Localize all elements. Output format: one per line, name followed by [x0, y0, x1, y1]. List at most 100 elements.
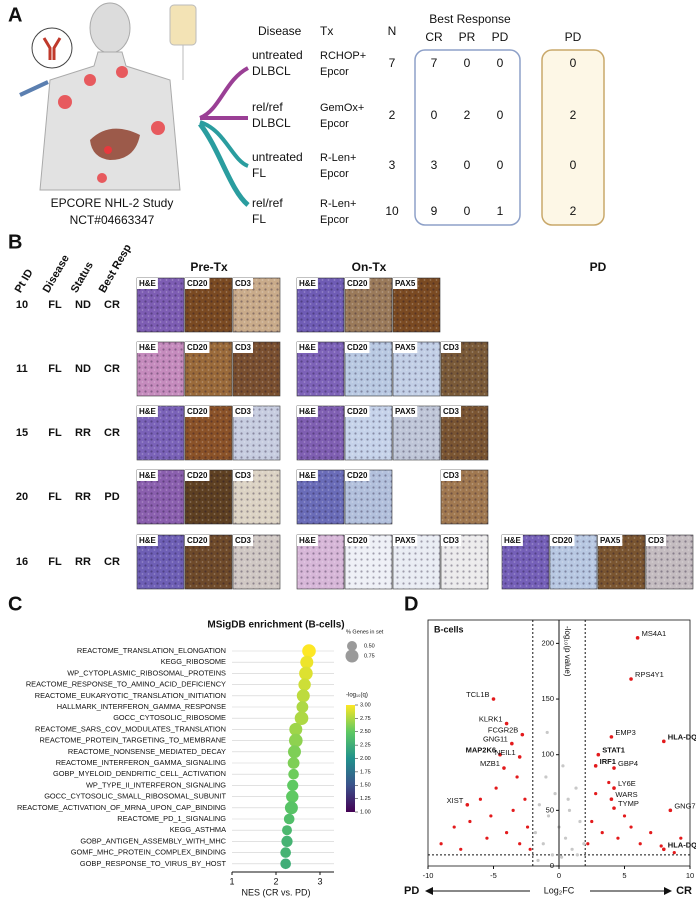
stain-label: CD3 [235, 407, 252, 416]
term-label: REACTOME_INTERFERON_GAMMA_SIGNALING [56, 758, 227, 767]
gene-point [465, 802, 470, 807]
x-axis-label: Log₂FC [544, 885, 575, 895]
patient-id: 16 [16, 556, 28, 568]
gene-point [504, 721, 509, 726]
n-count: 10 [385, 204, 399, 218]
stain-label: CD3 [235, 471, 252, 480]
term-label: GOBP_MYELOID_DENDRITIC_CELL_ACTIVATION [53, 769, 226, 778]
gene-point [498, 752, 502, 757]
status: RR [75, 491, 91, 503]
stain-label-bg [233, 470, 254, 481]
response-count: 3 [431, 158, 438, 172]
y-axis-label: -log₁₀(p value) [563, 626, 572, 677]
gene-label: LY6E [618, 779, 636, 788]
gene-point [593, 764, 598, 768]
enrichment-dot [287, 757, 300, 769]
term-label: REACTOME_PROTEIN_TARGETING_TO_MEMBRANE [40, 736, 227, 745]
x-tick-label: 3 [317, 876, 322, 886]
disease: DLBCL [252, 64, 291, 78]
stain-label-bg [233, 342, 254, 353]
phase-header: Pre-Tx [190, 260, 228, 274]
point [566, 797, 570, 801]
stain-label: CD20 [347, 471, 368, 480]
stain-label-bg [393, 406, 418, 417]
stain-label-bg [345, 342, 370, 353]
enrichment-dot [286, 790, 299, 803]
iv-bag [169, 4, 197, 46]
phase-header: On-Tx [352, 260, 387, 274]
arrow [198, 122, 250, 207]
y-tick-label: 200 [541, 638, 554, 647]
n-count: 7 [389, 56, 396, 70]
antibody [42, 37, 62, 60]
status: ND [75, 363, 91, 375]
gene-point [629, 677, 633, 681]
point [575, 853, 579, 857]
x-tick-label: 5 [622, 871, 626, 880]
stain-label: CD3 [443, 536, 460, 545]
disease: FL [48, 556, 62, 568]
point [574, 786, 578, 790]
point [536, 858, 540, 863]
status: RR [75, 556, 91, 568]
term-label: WP_CYTOPLASMIC_RIBOSOMAL_PROTEINS [67, 668, 226, 677]
colorbar [346, 705, 355, 812]
significant-point [622, 814, 627, 818]
column-header: Tx [320, 24, 333, 38]
colorbar-tick-label: 2.25 [360, 743, 371, 749]
stain-label: H&E [139, 471, 157, 480]
best-response: CR [104, 556, 120, 568]
patient-id: 20 [16, 491, 28, 503]
pd-count: 0 [570, 158, 577, 172]
enrichment-dot [288, 768, 299, 780]
stain-label: PAX5 [395, 279, 416, 288]
x-tick-label: 10 [686, 871, 694, 880]
significant-point [586, 842, 590, 846]
stain-label-bg [646, 535, 667, 546]
stain-label-bg [297, 406, 318, 417]
term-label: GOBP_RESPONSE_TO_VIRUS_BY_HOST [80, 859, 227, 868]
best-response: PD [104, 491, 119, 503]
enrichment-dot [284, 801, 298, 815]
phase-header: PD [590, 260, 607, 274]
gene-point [609, 797, 614, 802]
point [546, 814, 551, 818]
significant-point [468, 819, 472, 824]
column-header: Status [69, 260, 96, 295]
x-tick-label: 0 [557, 871, 561, 880]
point [537, 803, 541, 807]
y-tick-label: 0 [550, 861, 554, 870]
gene-point [612, 786, 616, 790]
gene-label: FCGR2B [488, 726, 518, 735]
term-label: WP_TYPE_II_INTERFERON_SIGNALING [86, 780, 226, 789]
stain-label-bg [185, 278, 210, 289]
status: ND [75, 299, 91, 311]
colorbar-tick-label: 1.25 [360, 796, 371, 802]
disease: DLBCL [252, 116, 291, 130]
gene-point [502, 766, 506, 770]
y-tick-label: 150 [541, 694, 554, 703]
term-label: KEGG_ASTHMA [170, 825, 226, 834]
enrichment-dot [283, 813, 295, 825]
stain-label: PAX5 [395, 343, 416, 352]
legend-title: % Genes in set [346, 629, 384, 635]
gene-label: GNG7 [674, 801, 695, 810]
point [563, 836, 568, 840]
column-header: Best Resp [97, 242, 134, 295]
point [553, 792, 557, 796]
stain-label-bg [185, 406, 210, 417]
panel-label: D [404, 593, 418, 615]
enrichment-dot [298, 678, 311, 691]
best-response: CR [104, 299, 120, 311]
significant-point [594, 792, 598, 796]
column-header: Pt ID [13, 267, 36, 295]
stain-label: CD20 [347, 407, 368, 416]
stain-label: CD3 [235, 279, 252, 288]
column-header: N [388, 24, 397, 38]
stain-label-bg [185, 470, 210, 481]
column-header: PD [492, 30, 509, 44]
stain-label-bg [345, 470, 370, 481]
stain-label-bg [441, 406, 462, 417]
response-count: 1 [497, 204, 504, 218]
disease: FL [252, 166, 266, 180]
